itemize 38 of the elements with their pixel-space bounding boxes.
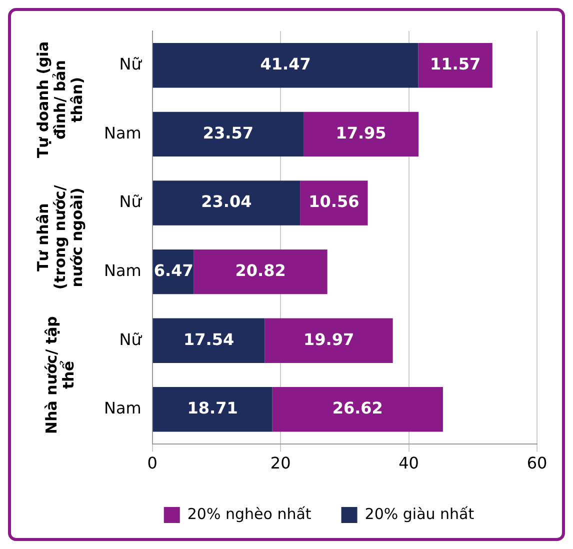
bar <box>152 43 418 88</box>
legend-label: 20% nghèo nhất <box>187 504 312 523</box>
legend-label: 20% giàu nhất <box>364 504 474 523</box>
data-label: 17.54 <box>184 330 234 349</box>
data-label: 6.47 <box>154 260 194 280</box>
data-label: 23.57 <box>202 123 254 142</box>
y-tick-label: Nữ <box>119 330 142 349</box>
y-tick-label: Nam <box>104 398 142 418</box>
text: Tư nhân (trong nước/ nước ngoài) <box>34 184 86 290</box>
bar <box>418 43 492 88</box>
data-label: 41.47 <box>260 54 311 74</box>
x-tick-label: 60 <box>526 454 548 473</box>
bar <box>152 112 304 157</box>
data-label: 20.82 <box>235 260 286 280</box>
bar <box>300 180 368 226</box>
y-tick-label: Nam <box>104 260 142 280</box>
y-tick-label: Nữ <box>119 54 142 74</box>
x-tick-label: 40 <box>398 454 419 473</box>
bar <box>152 180 300 226</box>
data-label: 23.04 <box>201 192 252 212</box>
data-label: 19.97 <box>304 330 354 349</box>
data-label: 10.56 <box>308 192 360 212</box>
x-tick-label: 0 <box>147 454 158 473</box>
bar <box>152 387 272 432</box>
bar <box>264 318 393 363</box>
text: Tự doanh (gia đình/ bản thân) <box>34 41 86 158</box>
text: Nhà nước/ tập thể <box>42 316 78 434</box>
bar <box>194 249 328 294</box>
bar <box>272 387 443 432</box>
y-tick-label: Nữ <box>119 192 142 212</box>
data-label: 11.57 <box>430 54 481 74</box>
bar <box>303 112 419 157</box>
x-tick-label: 20 <box>270 454 291 473</box>
data-label: 18.71 <box>187 398 238 418</box>
data-label: 26.62 <box>332 398 383 418</box>
y-tick-label: Nam <box>104 123 142 142</box>
data-label: 17.95 <box>336 123 386 142</box>
bar <box>152 318 265 363</box>
